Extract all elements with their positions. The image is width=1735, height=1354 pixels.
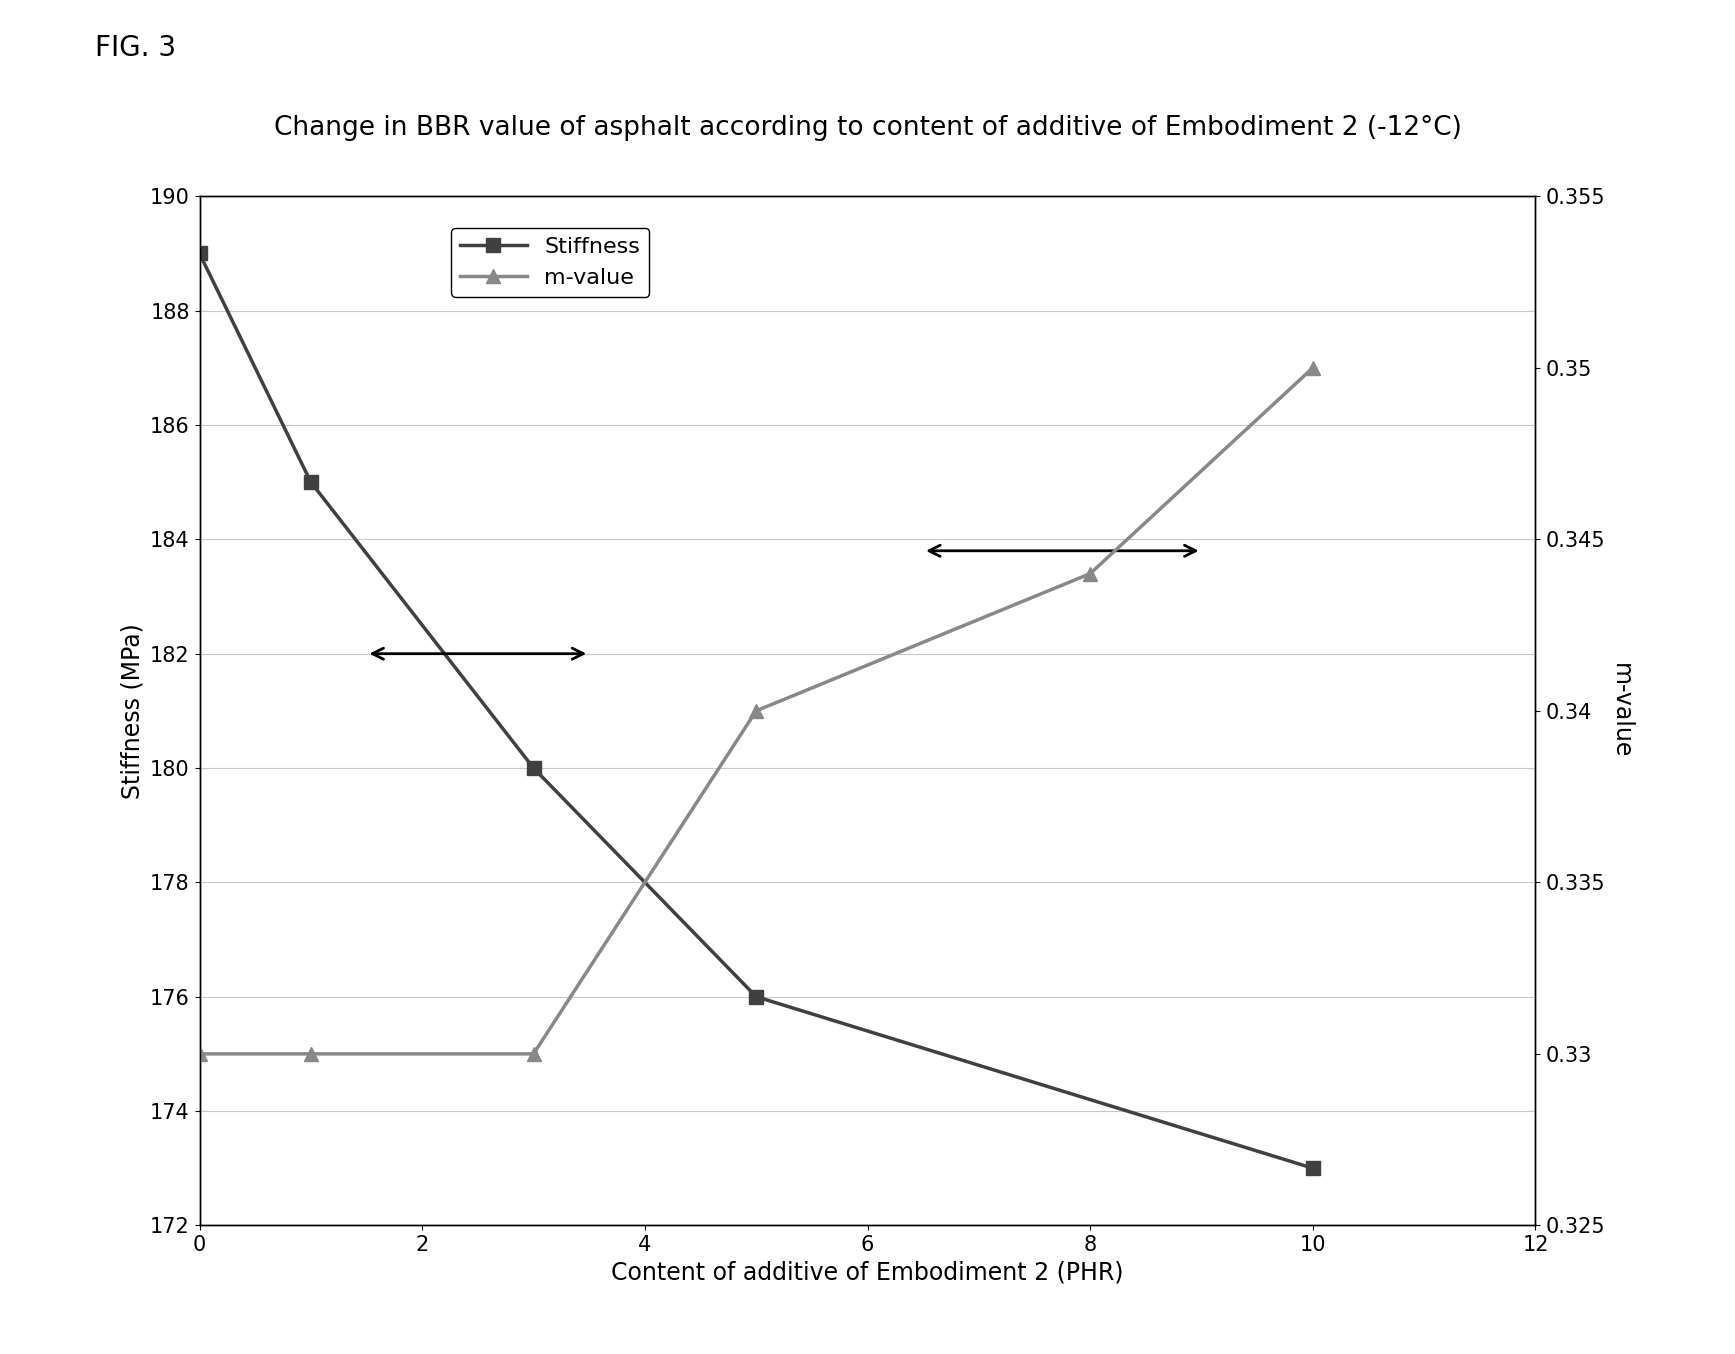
Stiffness	[189, 245, 210, 261]
m-value	[300, 1045, 321, 1062]
Stiffness	[300, 474, 321, 490]
Stiffness	[524, 760, 545, 776]
m-value	[746, 703, 767, 719]
m-value	[1303, 360, 1324, 376]
Y-axis label: m-value: m-value	[1608, 663, 1633, 758]
Text: FIG. 3: FIG. 3	[95, 34, 177, 62]
Stiffness	[1303, 1160, 1324, 1177]
m-value	[1079, 566, 1100, 582]
Legend: Stiffness, m-value: Stiffness, m-value	[451, 227, 649, 297]
X-axis label: Content of additive of Embodiment 2 (PHR): Content of additive of Embodiment 2 (PHR…	[611, 1261, 1124, 1285]
Line: Stiffness: Stiffness	[193, 246, 1320, 1175]
m-value	[524, 1045, 545, 1062]
Line: m-value: m-value	[193, 362, 1320, 1060]
Stiffness	[746, 988, 767, 1005]
m-value	[189, 1045, 210, 1062]
Text: Change in BBR value of asphalt according to content of additive of Embodiment 2 : Change in BBR value of asphalt according…	[274, 115, 1461, 141]
Y-axis label: Stiffness (MPa): Stiffness (MPa)	[120, 623, 144, 799]
